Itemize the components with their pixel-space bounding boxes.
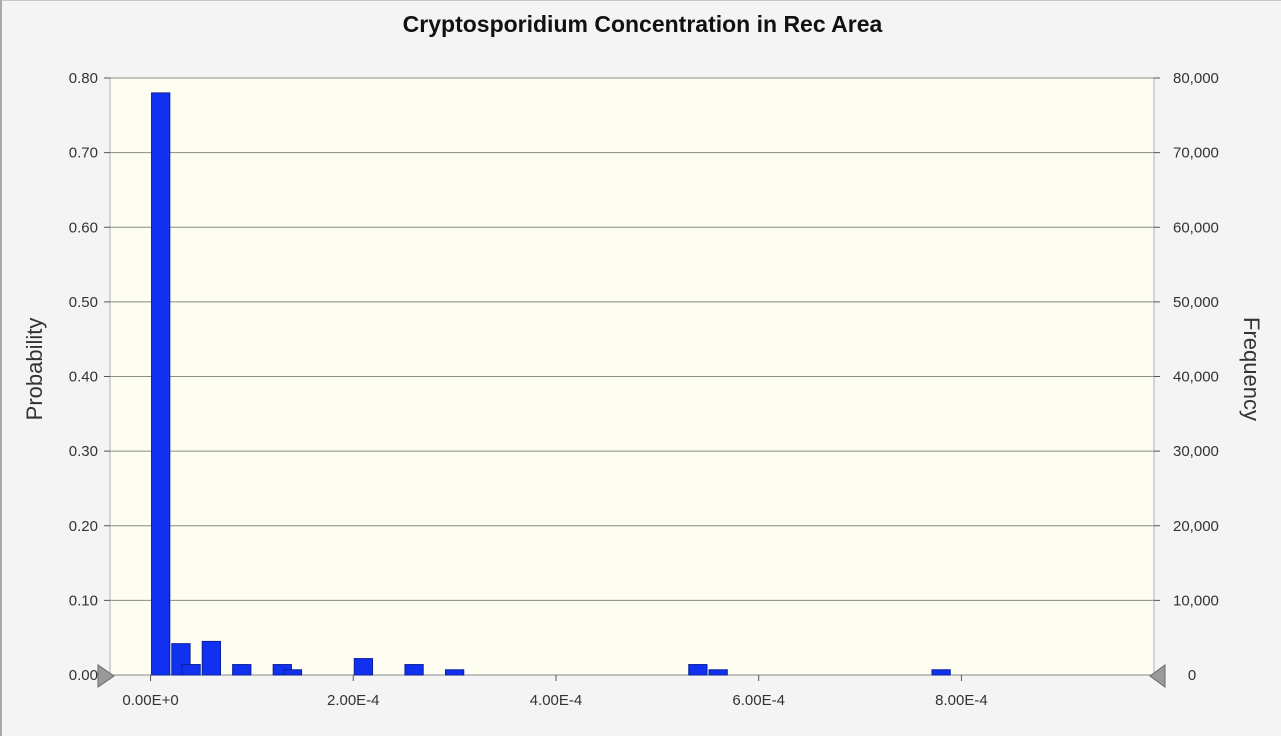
y-tick-label: 0.10 bbox=[69, 592, 98, 609]
y2-axis-ticks: 0 10,000 20,000 30,000 40,000 50,000 60,000 70,… bbox=[1154, 70, 1219, 684]
grid-lines bbox=[110, 77, 1154, 676]
y-tick-label: 0.20 bbox=[69, 518, 98, 535]
histogram-bar bbox=[282, 669, 303, 676]
y2-tick-label: 50,000 bbox=[1173, 294, 1219, 311]
y-tick-label: 0.70 bbox=[69, 145, 98, 162]
x-axis-ticks: 0.00E+0 2.00E-4 4.00E-4 6.00E-4 8.00E-4 bbox=[122, 675, 988, 709]
y2-tick-label: 20,000 bbox=[1173, 518, 1219, 535]
y2-tick-label: 80,000 bbox=[1173, 70, 1219, 87]
y2-tick-label: 40,000 bbox=[1173, 369, 1219, 386]
histogram-bar bbox=[201, 640, 221, 676]
histogram-bar bbox=[444, 669, 465, 676]
bars bbox=[151, 92, 951, 676]
histogram-bar bbox=[931, 669, 951, 676]
histogram-bar bbox=[708, 669, 728, 676]
y-tick-label: 0.50 bbox=[69, 294, 98, 311]
x-tick-label: 6.00E-4 bbox=[732, 692, 785, 709]
left-range-marker-icon[interactable] bbox=[97, 664, 115, 688]
y2-tick-label: 10,000 bbox=[1173, 592, 1219, 609]
y-tick-label: 0.00 bbox=[69, 667, 98, 684]
y-tick-label: 0.30 bbox=[69, 443, 98, 460]
y2-tick-label: 60,000 bbox=[1173, 219, 1219, 236]
y2-axis-label: Frequency bbox=[1239, 317, 1264, 421]
x-tick-label: 8.00E-4 bbox=[935, 692, 988, 709]
y2-tick-label: 70,000 bbox=[1173, 145, 1219, 162]
histogram-bar bbox=[353, 658, 374, 676]
x-tick-label: 4.00E-4 bbox=[530, 692, 583, 709]
y2-tick-label: 0 bbox=[1188, 667, 1196, 684]
histogram-bar bbox=[151, 92, 171, 676]
y-axis-ticks: 0.00 0.10 0.20 0.30 0.40 0.50 0.60 0.70 0.80 bbox=[69, 70, 110, 684]
x-tick-label: 2.00E-4 bbox=[327, 692, 380, 709]
right-range-marker-icon[interactable] bbox=[1149, 664, 1166, 688]
y-tick-label: 0.80 bbox=[69, 70, 98, 87]
histogram-bar bbox=[181, 664, 201, 676]
y-axis-label: Probability bbox=[22, 318, 47, 421]
chart-title: Cryptosporidium Concentration in Rec Are… bbox=[402, 11, 883, 37]
histogram-bar bbox=[404, 664, 424, 676]
y-tick-label: 0.40 bbox=[69, 369, 98, 386]
histogram-bar bbox=[688, 664, 708, 676]
x-tick-label: 0.00E+0 bbox=[122, 692, 178, 709]
histogram-bar bbox=[232, 664, 252, 676]
y-tick-label: 0.60 bbox=[69, 219, 98, 236]
y2-tick-label: 30,000 bbox=[1173, 443, 1219, 460]
